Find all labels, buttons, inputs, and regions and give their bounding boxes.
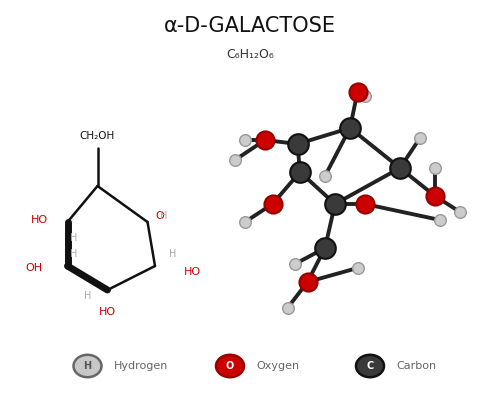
Point xyxy=(241,137,249,143)
Point xyxy=(284,305,292,311)
Point xyxy=(354,265,362,271)
Text: O: O xyxy=(155,211,164,221)
Point xyxy=(304,279,312,285)
Point xyxy=(261,137,269,143)
Point xyxy=(296,169,304,175)
Text: H: H xyxy=(84,361,92,371)
Text: Hydrogen: Hydrogen xyxy=(114,361,168,371)
Point xyxy=(456,209,464,215)
Point xyxy=(431,193,439,199)
Text: H: H xyxy=(160,211,168,221)
Text: C: C xyxy=(366,361,374,371)
Point xyxy=(346,125,354,131)
Text: H: H xyxy=(70,233,78,243)
Point xyxy=(396,165,404,171)
Point xyxy=(361,201,369,207)
Point xyxy=(321,245,329,251)
Text: α-D-GALACTOSE: α-D-GALACTOSE xyxy=(164,16,336,36)
Text: HO: HO xyxy=(184,267,201,277)
Text: OH: OH xyxy=(26,263,42,273)
Circle shape xyxy=(216,355,244,377)
Point xyxy=(361,93,369,99)
Point xyxy=(241,219,249,225)
Text: HO: HO xyxy=(99,307,116,317)
Text: CH₂OH: CH₂OH xyxy=(80,131,115,141)
Text: HO: HO xyxy=(30,215,48,225)
Text: Oxygen: Oxygen xyxy=(256,361,300,371)
Point xyxy=(321,173,329,179)
Point xyxy=(268,201,276,207)
Point xyxy=(354,89,362,95)
Point xyxy=(416,135,424,141)
Point xyxy=(231,157,239,163)
Point xyxy=(431,165,439,171)
Point xyxy=(294,141,302,147)
Circle shape xyxy=(74,355,102,377)
Text: H: H xyxy=(84,291,91,301)
Text: C₆H₁₂O₆: C₆H₁₂O₆ xyxy=(226,48,274,60)
Text: O: O xyxy=(226,361,234,371)
Point xyxy=(291,261,299,267)
Point xyxy=(331,201,339,207)
Text: Carbon: Carbon xyxy=(396,361,436,371)
Text: H: H xyxy=(70,249,78,259)
Circle shape xyxy=(356,355,384,377)
Text: H: H xyxy=(169,249,176,259)
Point xyxy=(436,217,444,223)
